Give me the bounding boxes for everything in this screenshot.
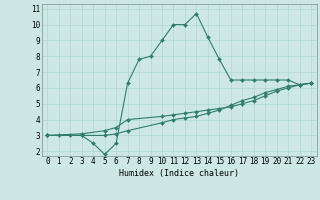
X-axis label: Humidex (Indice chaleur): Humidex (Indice chaleur) — [119, 169, 239, 178]
